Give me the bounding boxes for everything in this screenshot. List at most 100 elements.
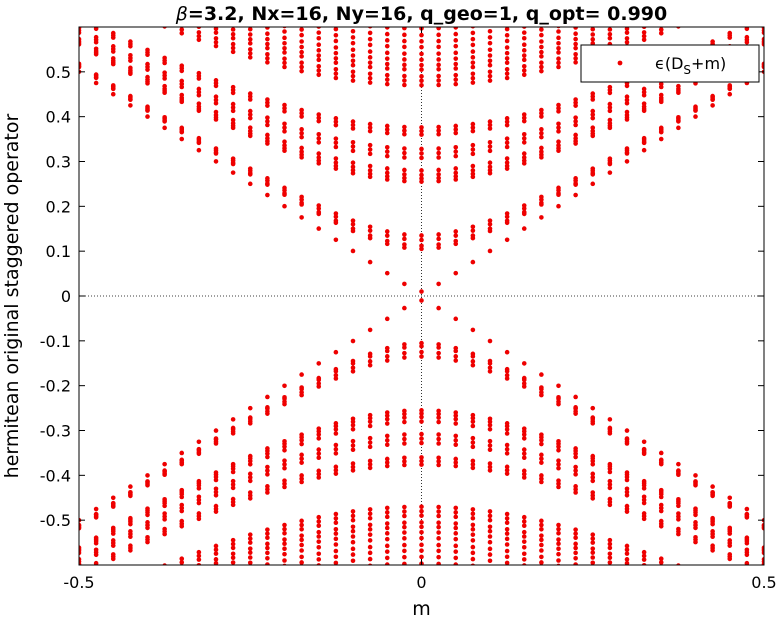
data-point <box>487 558 493 564</box>
data-point <box>556 40 561 46</box>
data-point <box>179 563 184 565</box>
data-point <box>659 563 664 565</box>
data-point <box>744 34 750 40</box>
data-point <box>453 229 459 234</box>
data-point <box>470 142 476 148</box>
data-point <box>744 515 750 520</box>
data-point <box>590 471 596 477</box>
data-point <box>350 122 356 128</box>
data-point <box>521 203 527 208</box>
data-point <box>402 419 407 425</box>
data-point <box>333 211 339 216</box>
data-point <box>419 508 424 514</box>
data-point <box>367 515 373 521</box>
data-point <box>607 117 613 123</box>
data-point <box>521 132 527 137</box>
data-point <box>265 115 270 120</box>
data-point <box>110 30 116 36</box>
data-point <box>230 84 236 90</box>
data-point <box>761 61 764 67</box>
data-point <box>419 151 424 156</box>
data-point <box>641 451 647 457</box>
data-point <box>676 83 681 89</box>
data-point <box>641 439 647 445</box>
data-point <box>470 64 476 70</box>
data-point <box>539 533 544 538</box>
data-point <box>333 446 339 452</box>
data-point <box>384 56 390 61</box>
data-point <box>402 32 407 38</box>
data-point <box>282 383 287 389</box>
data-point <box>282 526 287 532</box>
data-point <box>316 534 322 539</box>
data-point <box>110 44 116 49</box>
data-point <box>299 134 304 140</box>
data-point <box>761 561 764 565</box>
data-point <box>265 541 270 547</box>
data-point <box>299 27 304 32</box>
data-point <box>384 421 390 426</box>
data-point <box>247 536 253 541</box>
data-point <box>487 464 493 470</box>
data-point <box>641 37 647 43</box>
data-point <box>419 32 424 38</box>
data-point <box>247 458 253 464</box>
data-point <box>658 524 664 529</box>
data-point <box>299 68 304 74</box>
data-point <box>436 513 441 519</box>
data-point <box>453 510 459 515</box>
data-point <box>676 531 681 537</box>
data-point <box>504 75 510 81</box>
data-point <box>641 89 647 95</box>
data-point <box>658 30 664 36</box>
data-point <box>333 156 339 161</box>
data-point <box>316 471 322 477</box>
data-point <box>573 535 578 541</box>
data-point <box>453 38 459 43</box>
data-point <box>213 39 219 45</box>
data-point <box>419 39 424 44</box>
data-point <box>367 71 373 77</box>
data-point <box>247 555 253 560</box>
data-point <box>710 493 715 499</box>
data-point <box>265 531 270 536</box>
data-point <box>93 46 99 52</box>
data-point <box>230 431 236 436</box>
data-point <box>539 542 544 548</box>
data-point <box>316 226 322 231</box>
data-point <box>402 548 407 554</box>
data-point <box>196 135 202 141</box>
data-point <box>230 555 236 561</box>
data-point <box>556 558 561 563</box>
data-point <box>624 36 630 41</box>
data-point <box>436 131 441 137</box>
data-point <box>504 368 510 374</box>
data-point <box>487 365 493 371</box>
data-point <box>299 537 304 543</box>
data-point <box>265 527 270 532</box>
data-point <box>316 118 322 124</box>
data-point <box>367 527 373 532</box>
legend-tail: +m) <box>691 54 726 73</box>
data-point <box>299 114 304 119</box>
data-point <box>367 168 373 173</box>
data-point <box>556 60 561 66</box>
data-point <box>333 136 339 141</box>
data-point <box>145 114 150 119</box>
data-point <box>282 56 287 62</box>
data-point <box>436 345 441 350</box>
data-point <box>402 236 407 242</box>
data-point <box>539 200 544 206</box>
data-point <box>93 72 99 77</box>
data-point <box>419 132 424 137</box>
data-point <box>641 500 647 506</box>
data-point <box>710 93 715 99</box>
data-point <box>453 505 459 511</box>
data-point <box>299 127 304 132</box>
y-tick-label: -0.4 <box>40 466 71 485</box>
data-point <box>333 116 339 121</box>
data-point <box>79 550 82 556</box>
data-point <box>333 75 339 81</box>
data-point <box>299 518 304 524</box>
data-point <box>316 57 322 63</box>
